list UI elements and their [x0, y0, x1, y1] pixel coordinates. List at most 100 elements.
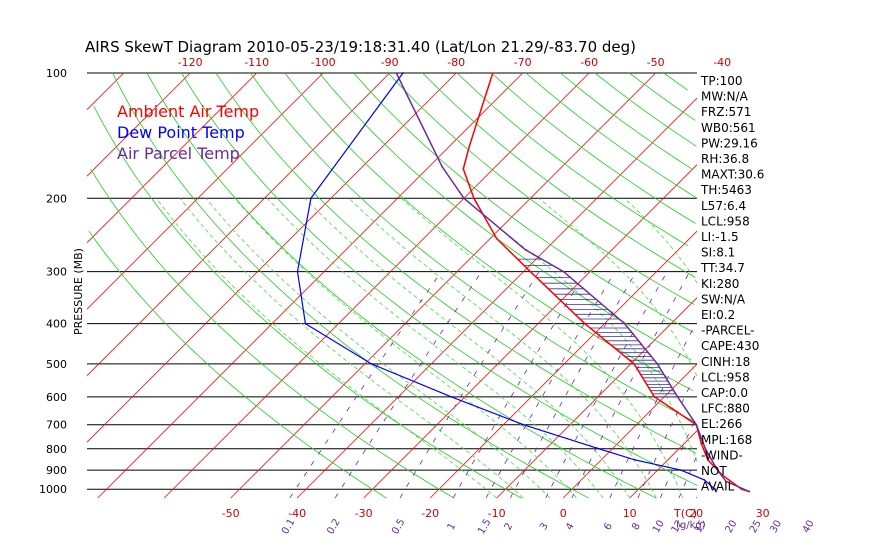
mixing-ratio-label-4: 1.5 — [476, 517, 493, 536]
index-item-4: PW:29.16 — [701, 136, 758, 150]
series-layer — [296, 72, 751, 493]
dry-adiabat-140 — [594, 72, 697, 147]
isotherm-10 — [629, 430, 698, 499]
pressure-tick-label-1000: 1000 — [39, 483, 67, 496]
moist-adiabat-14 — [348, 198, 657, 499]
dry-adiabat-110 — [491, 72, 696, 224]
mixing-ratio-label-3: 1 — [446, 521, 459, 532]
isotherm-0 — [562, 363, 698, 499]
index-item-17: CAPE:430 — [701, 339, 759, 353]
isotherm--70 — [97, 72, 523, 499]
mixing-ratio-line-2 — [399, 271, 540, 499]
mixing-ratio-label-6: 3 — [538, 521, 551, 532]
index-item-20: CAP:0.0 — [701, 386, 748, 400]
isotherm-20 — [695, 496, 698, 499]
series-point-ambient-air-temp-8 — [583, 322, 586, 325]
series-point-dew-point-temp-3 — [679, 469, 682, 471]
mixing-ratio-label-14: 25 — [748, 518, 764, 535]
series-point-dew-point-temp-0 — [715, 490, 717, 493]
pressure-tick-label-100: 100 — [46, 67, 67, 80]
moist-adiabat-30 — [624, 198, 698, 284]
mixing-ratio-line-7 — [571, 271, 691, 499]
index-item-11: SI:8.1 — [701, 246, 735, 260]
index-item-10: LI:-1.5 — [701, 230, 739, 244]
temp-tick-top--50: -50 — [647, 56, 665, 69]
index-item-22: EL:266 — [701, 417, 742, 431]
series-point-air-parcel-temp-12 — [395, 72, 398, 74]
series-point-air-parcel-temp-9 — [524, 248, 527, 251]
dry-adiabat-60 — [318, 72, 692, 361]
index-item-15: EI:0.2 — [701, 308, 735, 322]
series-point-air-parcel-temp-10 — [463, 197, 465, 200]
series-point-air-parcel-temp-8 — [562, 270, 565, 273]
mixing-ratio-label-15: 30 — [768, 518, 784, 535]
index-item-18: CINH:18 — [701, 355, 750, 369]
temp-tick-top--80: -80 — [447, 56, 465, 69]
legend: Ambient Air Temp Dew Point Temp Air Parc… — [117, 102, 259, 163]
index-item-1: MW:N/A — [701, 90, 749, 104]
series-point-ambient-air-temp-14 — [491, 72, 494, 74]
index-item-26: AVAIL — [701, 480, 735, 494]
legend-dew-point-temp: Dew Point Temp — [117, 123, 245, 142]
series-point-ambient-air-temp-3 — [706, 458, 709, 461]
temp-tick-top--40: -40 — [713, 56, 731, 69]
grid-layer — [86, 72, 698, 499]
dry-adiabat-120 — [525, 72, 698, 199]
temp-tick-bottom--30: -30 — [355, 507, 373, 520]
pressure-tick-label-600: 600 — [46, 391, 67, 404]
chart-title: AIRS SkewT Diagram 2010-05-23/19:18:31.4… — [85, 38, 636, 56]
index-item-8: L57:6.4 — [701, 199, 746, 213]
dry-adiabat-100 — [456, 72, 689, 247]
isotherm--110 — [86, 72, 257, 243]
dry-adiabat--20 — [90, 168, 455, 499]
series-point-dew-point-temp-4 — [633, 458, 636, 461]
legend-ambient-air-temp: Ambient Air Temp — [117, 102, 259, 121]
mixing-ratio-label-2: 0.5 — [390, 517, 407, 536]
isotherm--60 — [163, 72, 590, 499]
pressure-tick-label-400: 400 — [46, 318, 67, 331]
series-point-air-parcel-temp-11 — [441, 165, 444, 168]
temp-tick-top--110: -110 — [244, 56, 269, 69]
series-point-air-parcel-temp-7 — [623, 322, 626, 325]
mixing-ratio-line-6 — [545, 271, 668, 499]
dry-adiabat-50 — [284, 72, 694, 392]
mixing-ratio-line-4 — [485, 271, 616, 499]
mixing-ratio-label-8: 6 — [602, 521, 615, 532]
index-item-7: TH:5463 — [700, 183, 752, 197]
index-item-9: LCL:958 — [701, 214, 750, 228]
pressure-tick-label-900: 900 — [46, 464, 67, 477]
index-item-14: SW:N/A — [701, 292, 746, 306]
index-item-24: -WIND- — [701, 448, 743, 462]
index-item-16: -PARCEL- — [701, 324, 755, 338]
temp-tick-top--60: -60 — [580, 56, 598, 69]
series-point-air-parcel-temp-3 — [704, 447, 707, 450]
isotherm--80 — [86, 72, 457, 443]
isotherm--120 — [86, 72, 191, 177]
series-point-ambient-air-temp-6 — [653, 396, 656, 398]
series-point-air-parcel-temp-4 — [695, 423, 698, 426]
mixing-ratio-label-13: 20 — [724, 518, 740, 535]
series-point-air-parcel-temp-5 — [676, 396, 679, 398]
series-point-ambient-air-temp-13 — [468, 145, 471, 148]
series-point-air-parcel-temp-2 — [716, 469, 719, 471]
isotherm--30 — [363, 164, 698, 499]
mixing-ratio-line-9 — [637, 370, 698, 499]
mixing-ratio-line-10 — [659, 416, 697, 499]
moist-adiabat--10 — [156, 198, 497, 499]
series-point-dew-point-temp-10 — [296, 270, 299, 273]
mixing-ratio-label-16: 40 — [801, 518, 817, 535]
moist-adiabat-2 — [234, 198, 577, 499]
isotherm--40 — [296, 97, 698, 499]
index-item-19: LCL:958 — [701, 370, 750, 384]
pressure-tick-label-700: 700 — [46, 419, 67, 432]
temp-tick-bottom--20: -20 — [421, 507, 439, 520]
mixing-ratio-line-5 — [509, 271, 637, 499]
dry-adiabat-40 — [250, 72, 696, 423]
series-point-dew-point-temp-12 — [402, 72, 404, 74]
series-point-dew-point-temp-8 — [370, 363, 373, 365]
series-point-dew-point-temp-11 — [310, 197, 312, 200]
pressure-tick-label-500: 500 — [46, 358, 67, 371]
series-point-ambient-air-temp-4 — [700, 442, 703, 444]
dry-adiabat-0 — [112, 72, 589, 499]
